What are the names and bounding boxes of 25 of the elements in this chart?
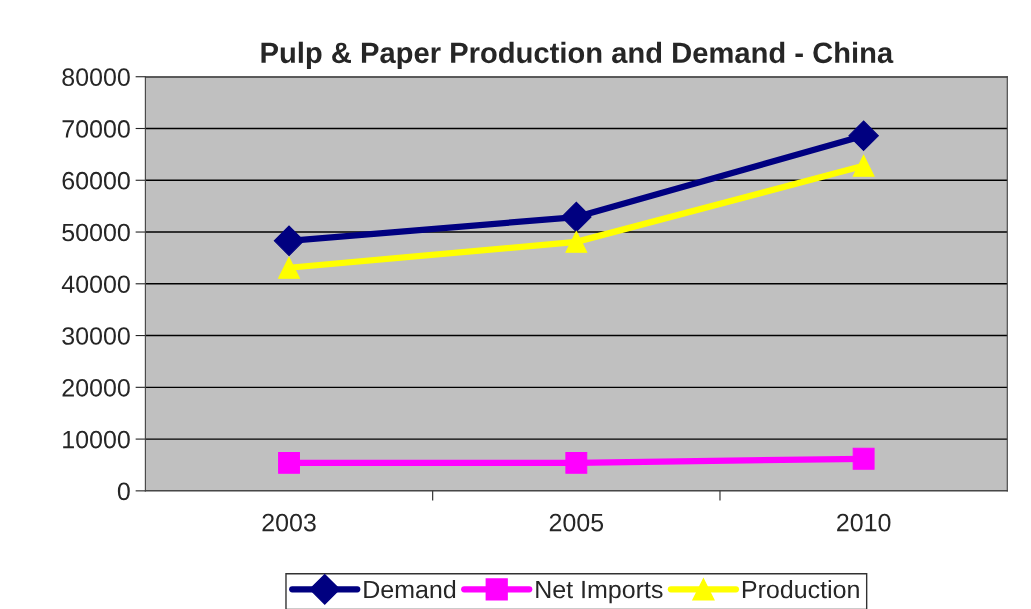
y-tick-label: 0 xyxy=(117,482,130,501)
legend-label: Net Imports xyxy=(536,580,663,604)
point xyxy=(848,120,879,151)
point xyxy=(278,256,300,279)
legend-label: Production xyxy=(742,580,859,599)
x-tick-label: 2003 xyxy=(262,513,316,532)
y-tick-label: 10000 xyxy=(63,430,130,449)
point xyxy=(852,154,875,177)
legend-label: Demand xyxy=(364,580,456,599)
point xyxy=(273,225,305,257)
y-tick-label: 70000 xyxy=(62,120,130,138)
point xyxy=(852,447,875,470)
point xyxy=(278,451,300,474)
y-tick-label: 50000 xyxy=(62,223,130,242)
point xyxy=(561,201,592,233)
y-tick-label: 20000 xyxy=(62,378,130,397)
y-tick-label: 60000 xyxy=(62,171,130,190)
x-tick-label: 2010 xyxy=(837,513,891,532)
point xyxy=(565,451,588,474)
chart-title: Pulp & Paper Production and Demand - China xyxy=(261,41,894,69)
y-tick-label: 30000 xyxy=(62,327,130,345)
y-tick-label: 80000 xyxy=(62,68,130,87)
point xyxy=(565,230,588,253)
x-tick-label: 2005 xyxy=(549,513,604,532)
y-tick-label: 40000 xyxy=(61,275,130,294)
